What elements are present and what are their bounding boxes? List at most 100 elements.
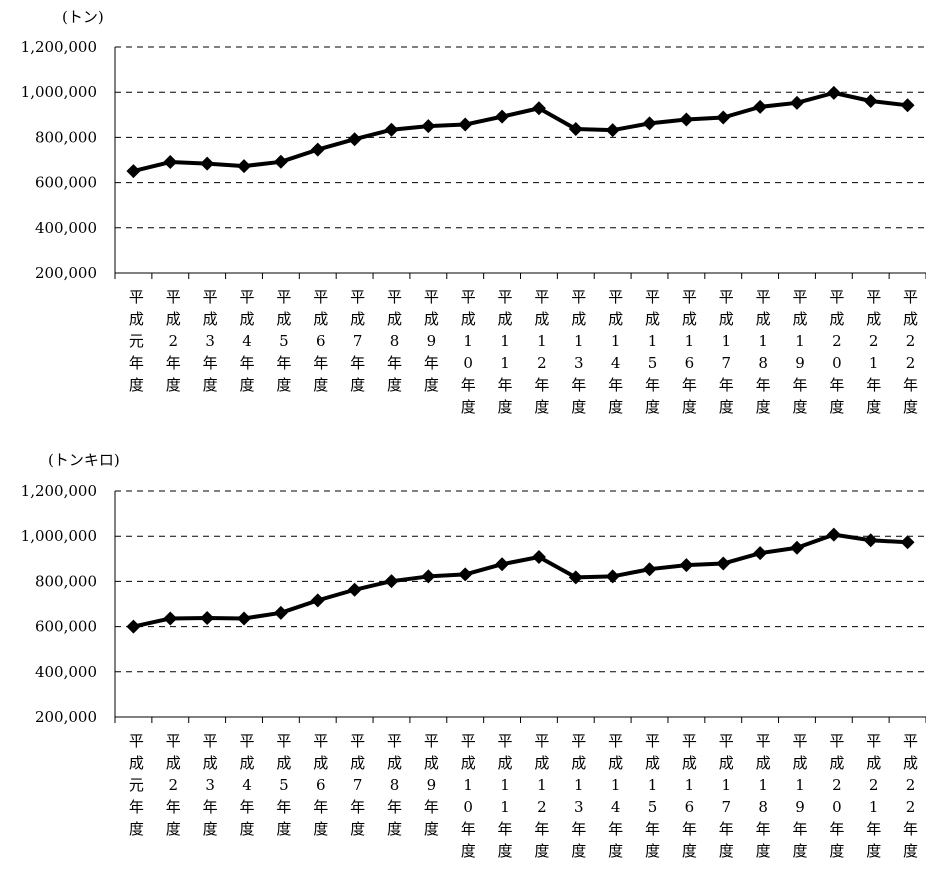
tonnage-category-label: 平成 1 7 年度 [719, 288, 734, 416]
tonnage-y-tick-label: 800,000 [35, 128, 97, 146]
ton-km-data-point [568, 570, 583, 585]
ton-km-category-label: 平成 1 9 年度 [792, 732, 807, 860]
tonnage-data-point [679, 112, 694, 127]
tonnage-data-point [753, 99, 768, 114]
tonnage-category-label: 平成 1 1 年度 [498, 288, 513, 416]
tonnage-category-label: 平成 1 8 年度 [756, 288, 771, 416]
ton-km-data-point [789, 540, 804, 555]
ton-km-data-point [863, 533, 878, 548]
tonnage-category-label: 平成 9 年度 [424, 288, 439, 394]
tonnage-category-label: 平成元年度 [129, 288, 144, 394]
ton-km-data-point [273, 605, 288, 620]
ton-km-data-point [753, 546, 768, 561]
tonnage-data-point [789, 95, 804, 110]
tonnage-unit-label: (トン) [62, 8, 104, 26]
tonnage-category-label: 平成 1 9 年度 [792, 288, 807, 416]
ton-km-y-tick-label: 800,000 [35, 572, 97, 590]
ton-km-data-point [900, 535, 915, 550]
tonnage-category-label: 平成 1 5 年度 [645, 288, 660, 416]
tonnage-chart-svg: (トン) 1,200,000 1,000,000 800,000 600,000 400,… [21, 8, 926, 416]
ton-km-category-label: 平成 1 8 年度 [756, 732, 771, 860]
ton-km-data-point [421, 569, 436, 584]
ton-km-category-label: 平成 1 2 年度 [534, 732, 549, 860]
tonnage-chart: (トン) 1,200,000 1,000,000 800,000 600,000 400,… [21, 8, 926, 416]
tonnage-category-label: 平成 2 0 年度 [829, 288, 844, 416]
tonnage-data-point [495, 109, 510, 124]
ton-km-data-point [716, 556, 731, 571]
tonnage-data-point [200, 156, 215, 171]
tonnage-category-label: 平成 1 2 年度 [534, 288, 549, 416]
tonnage-category-label: 平成 6 年度 [313, 288, 328, 394]
tonnage-data-point [384, 122, 399, 137]
ton-km-data-point [200, 611, 215, 626]
tonnage-data-point [163, 155, 178, 170]
tonnage-category-label: 平成 1 3 年度 [571, 288, 586, 416]
tonnage-data-point [347, 132, 362, 147]
tonnage-category-label: 平成 7 年度 [350, 288, 365, 394]
ton-km-category-label: 平成 2 0 年度 [829, 732, 844, 860]
ton-km-data-point [310, 593, 325, 608]
tonnage-category-label: 平成 2 年度 [166, 288, 181, 394]
tonnage-category-label: 平成 8 年度 [387, 288, 402, 394]
ton-km-category-label: 平成 5 年度 [276, 732, 291, 838]
ton-km-chart: (トンキロ) 1,200,000 1,000,000 800,000 600,000 40… [0, 440, 926, 876]
ton-km-data-point [126, 619, 141, 634]
ton-km-y-tick-label: 1,200,000 [21, 482, 97, 500]
tonnage-data-point [568, 122, 583, 137]
ton-km-data-point [826, 527, 841, 542]
ton-km-y-tick-label: 1,000,000 [21, 527, 97, 545]
tonnage-data-point [237, 159, 252, 174]
tonnage-category-label: 平成 1 6 年度 [682, 288, 697, 416]
ton-km-category-label: 平成 2 年度 [166, 732, 181, 838]
tonnage-data-point [863, 94, 878, 109]
ton-km-category-label: 平成 1 1 年度 [498, 732, 513, 860]
ton-km-unit-label: (トンキロ) [48, 451, 120, 469]
tonnage-y-tick-label: 1,200,000 [21, 38, 97, 56]
ton-km-data-point [384, 574, 399, 589]
ton-km-category-label: 平成 8 年度 [387, 732, 402, 838]
tonnage-y-tick-label: 200,000 [35, 264, 97, 282]
tonnage-y-tick-label: 1,000,000 [21, 83, 97, 101]
ton-km-series-line [133, 532, 908, 629]
ton-km-data-point [605, 569, 620, 584]
ton-km-category-label: 平成 1 6 年度 [682, 732, 697, 860]
ton-km-category-label: 平成 7 年度 [350, 732, 365, 838]
ton-km-y-tick-label: 200,000 [35, 708, 97, 726]
tonnage-data-point [458, 117, 473, 132]
tonnage-data-point [605, 123, 620, 138]
ton-km-category-label: 平成 6 年度 [313, 732, 328, 838]
ton-km-data-point [495, 557, 510, 572]
ton-km-data-point [163, 611, 178, 626]
ton-km-data-point [642, 562, 657, 577]
tonnage-data-point [421, 119, 436, 134]
tonnage-category-label: 平成 2 1 年度 [866, 288, 881, 416]
ton-km-data-point [237, 611, 252, 626]
tonnage-data-point [126, 164, 141, 179]
tonnage-category-label: 平成 4 年度 [240, 288, 255, 394]
tonnage-data-point [531, 101, 546, 116]
tonnage-data-point [642, 116, 657, 131]
tonnage-category-label: 平成 1 4 年度 [608, 288, 623, 416]
ton-km-category-label: 平成 2 2 年度 [903, 732, 918, 860]
tonnage-data-point [900, 98, 915, 113]
ton-km-category-label: 平成元年度 [129, 732, 144, 838]
ton-km-category-label: 平成 9 年度 [424, 732, 439, 838]
ton-km-data-point [679, 558, 694, 573]
ton-km-category-label: 平成 1 3 年度 [571, 732, 586, 860]
tonnage-category-label: 平成 1 0 年度 [461, 288, 476, 416]
ton-km-data-point [458, 567, 473, 582]
ton-km-chart-svg: (トンキロ) 1,200,000 1,000,000 800,000 600,000 40… [21, 451, 926, 860]
ton-km-y-tick-label: 400,000 [35, 663, 97, 681]
tonnage-data-point [310, 142, 325, 157]
tonnage-data-point [716, 110, 731, 125]
tonnage-data-point [273, 154, 288, 169]
ton-km-category-label: 平成 1 0 年度 [461, 732, 476, 860]
tonnage-y-tick-label: 400,000 [35, 219, 97, 237]
ton-km-category-label: 平成 3 年度 [203, 732, 218, 838]
tonnage-data-point [826, 85, 841, 100]
tonnage-category-label: 平成 3 年度 [203, 288, 218, 394]
tonnage-category-label: 平成 5 年度 [276, 288, 291, 394]
ton-km-category-label: 平成 4 年度 [240, 732, 255, 838]
ton-km-category-label: 平成 1 4 年度 [608, 732, 623, 860]
ton-km-category-label: 平成 1 7 年度 [719, 732, 734, 860]
